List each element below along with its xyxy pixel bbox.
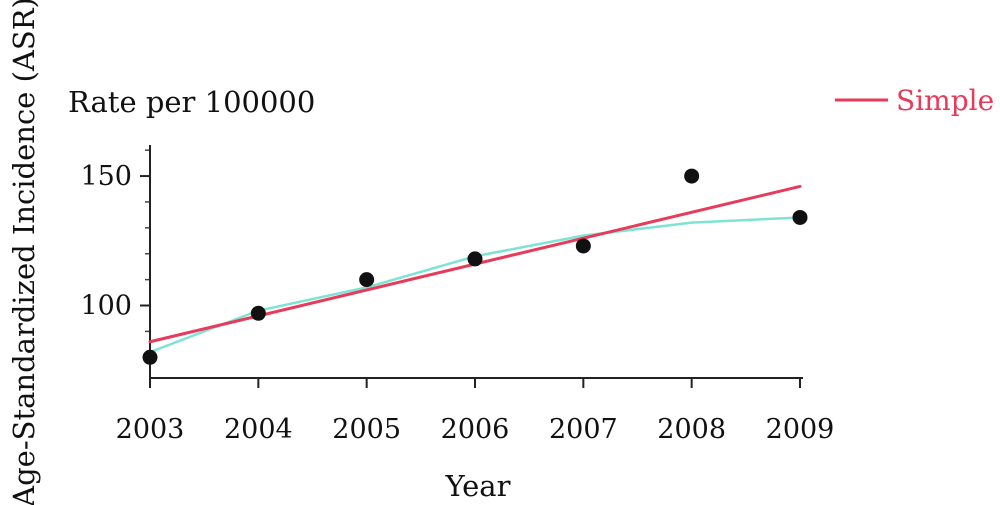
series-lines bbox=[148, 184, 802, 354]
x-tick-label: 2004 bbox=[224, 414, 293, 445]
x-tick-label: 2007 bbox=[549, 414, 618, 445]
x-axis-title: Year bbox=[445, 469, 511, 503]
legend-label-simple: Simple bbox=[896, 84, 994, 117]
chart-subtitle: Rate per 100000 bbox=[68, 85, 315, 119]
x-tick-label: 2003 bbox=[116, 414, 185, 445]
data-point bbox=[142, 349, 158, 365]
data-point bbox=[575, 238, 591, 254]
x-ticks: 2003 2004 2005 2006 2007 2008 2009 bbox=[116, 378, 835, 445]
y-axis-title: Age-Standardized Incidence (ASR) bbox=[7, 0, 41, 505]
legend: Simple bbox=[835, 84, 994, 117]
y-tick-label: 100 bbox=[80, 291, 132, 322]
x-tick-label: 2005 bbox=[332, 414, 401, 445]
x-tick-label: 2008 bbox=[657, 414, 726, 445]
data-point bbox=[359, 272, 375, 288]
data-point bbox=[684, 168, 700, 184]
y-ticks: 100 150 bbox=[80, 161, 150, 322]
x-tick-label: 2009 bbox=[766, 414, 835, 445]
data-points bbox=[142, 168, 808, 365]
data-point bbox=[792, 209, 808, 225]
data-point bbox=[467, 251, 483, 267]
y-tick-label: 150 bbox=[80, 161, 132, 192]
series-line-smooth bbox=[148, 216, 802, 354]
data-point bbox=[250, 305, 266, 321]
x-tick-label: 2006 bbox=[441, 414, 510, 445]
y-minor-ticks bbox=[145, 149, 150, 359]
